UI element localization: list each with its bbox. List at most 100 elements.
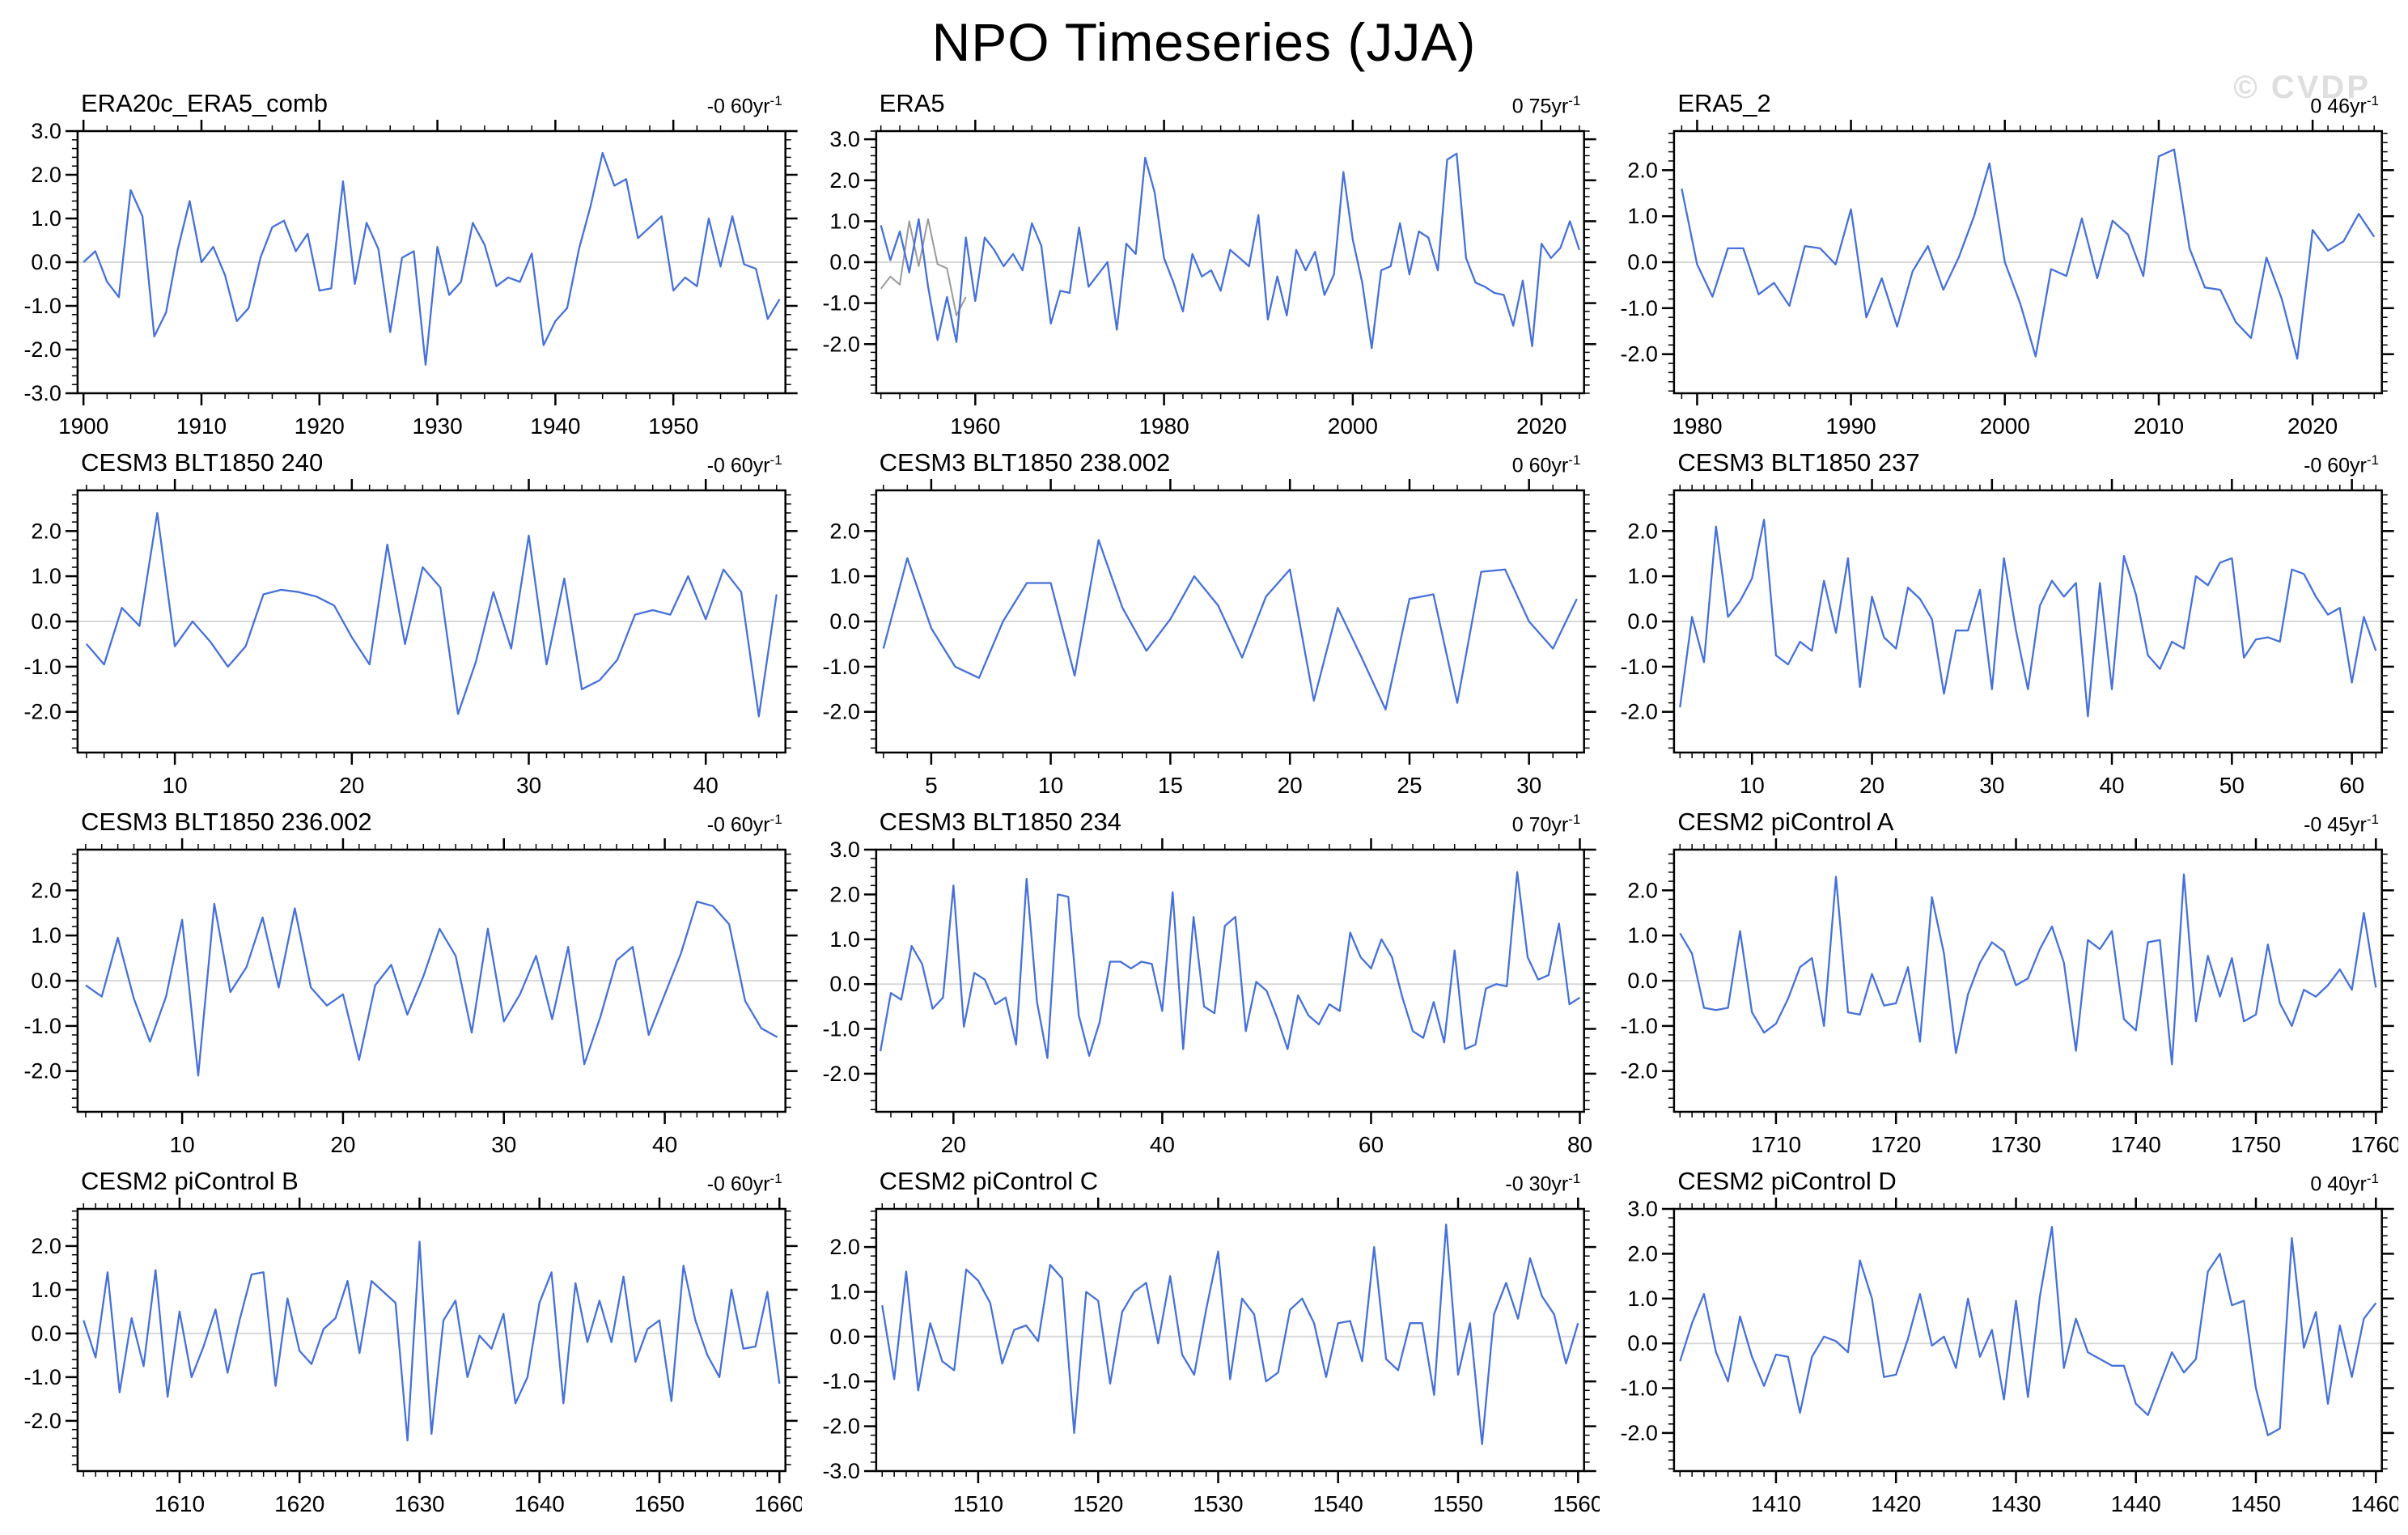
svg-text:1730: 1730 — [1991, 1132, 2041, 1157]
svg-text:1900: 1900 — [58, 413, 108, 439]
svg-text:-2.0: -2.0 — [822, 1414, 859, 1439]
panel-era5: ERA5 0 75yr-1 3.0 2.0 1.0 0.0 -1.0 -2.0 1960 19… — [808, 86, 1600, 443]
trend-annotation: 0 75yr-1 — [1511, 92, 1581, 117]
svg-text:3.0: 3.0 — [829, 838, 859, 862]
svg-text:1750: 1750 — [2231, 1132, 2281, 1157]
panel-cesm3-blt1850-234: CESM3 BLT1850 234 0 70yr-1 3.0 2.0 1.0 0.0 -… — [808, 804, 1600, 1162]
trend-annotation: 0 70yr-1 — [1511, 811, 1581, 836]
timeseries-plot: 2.0 1.0 0.0 -1.0 -2.0 1980 1990 2000 2010 2020 — [1621, 120, 2395, 439]
svg-text:-2.0: -2.0 — [1621, 342, 1658, 367]
panel-cesm2-picontrol-b: CESM2 piControl B -0 60yr-1 2.0 1.0 0.0 -1.… — [10, 1164, 801, 1521]
panel-title: CESM3 BLT1850 237 — [1677, 448, 1920, 477]
svg-text:0.0: 0.0 — [31, 969, 61, 993]
trend-annotation: -0 60yr-1 — [706, 811, 782, 836]
svg-text:40: 40 — [1150, 1132, 1175, 1157]
svg-text:1.0: 1.0 — [1628, 204, 1658, 228]
svg-text:1.0: 1.0 — [1628, 1287, 1658, 1311]
panel-era20c-era5-comb: ERA20c_ERA5_comb -0 60yr-1 3.0 2.0 1.0 0.0 -… — [10, 86, 802, 443]
svg-text:-2.0: -2.0 — [822, 1062, 859, 1086]
svg-text:1620: 1620 — [274, 1491, 324, 1516]
svg-text:-1.0: -1.0 — [822, 291, 859, 316]
panel-title: ERA5 — [879, 89, 945, 117]
timeseries-plot: 3.0 2.0 1.0 0.0 -1.0 -2.0 -3.0 1900 1910 1920 1930… — [23, 120, 798, 439]
svg-text:1.0: 1.0 — [829, 1279, 859, 1304]
svg-text:1910: 1910 — [176, 413, 227, 439]
svg-text:1450: 1450 — [2231, 1491, 2281, 1516]
timeseries-plot: 2.0 1.0 0.0 -1.0 -2.0 10 20 30 40 — [23, 479, 798, 798]
trend-annotation: -0 60yr-1 — [706, 1170, 782, 1195]
svg-text:-1.0: -1.0 — [1621, 655, 1658, 679]
svg-text:-3.0: -3.0 — [822, 1459, 859, 1483]
svg-text:1760: 1760 — [2351, 1132, 2398, 1157]
svg-text:40: 40 — [2100, 773, 2125, 798]
svg-text:10: 10 — [1740, 773, 1765, 798]
svg-text:-2.0: -2.0 — [822, 332, 859, 356]
panel-title: ERA20c_ERA5_comb — [81, 89, 328, 117]
timeseries-plot: 2.0 1.0 0.0 -1.0 -2.0 10 20 30 40 50 60 — [1621, 479, 2395, 798]
svg-text:20: 20 — [330, 1132, 355, 1157]
svg-text:-1.0: -1.0 — [1621, 1376, 1658, 1400]
timeseries-plot: 2.0 1.0 0.0 -1.0 -2.0 1710 1720 1730 1740 1750 176… — [1621, 838, 2398, 1157]
trend-annotation: 0 46yr-1 — [2310, 92, 2379, 117]
svg-text:-3.0: -3.0 — [23, 381, 61, 405]
page-title: NPO Timeseries (JJA) — [931, 12, 1477, 72]
svg-text:1.0: 1.0 — [1628, 564, 1658, 588]
svg-text:0.0: 0.0 — [31, 609, 61, 634]
svg-text:40: 40 — [693, 773, 719, 798]
svg-text:2.0: 2.0 — [829, 1235, 859, 1259]
svg-text:1660: 1660 — [754, 1491, 801, 1516]
svg-text:50: 50 — [2219, 773, 2245, 798]
svg-text:2.0: 2.0 — [1628, 158, 1658, 182]
svg-text:-2.0: -2.0 — [1621, 1059, 1658, 1083]
svg-text:0.0: 0.0 — [31, 1321, 61, 1346]
svg-text:-2.0: -2.0 — [1621, 700, 1658, 724]
svg-text:-1.0: -1.0 — [23, 655, 61, 679]
svg-text:-1.0: -1.0 — [23, 294, 61, 318]
svg-text:30: 30 — [491, 1132, 516, 1157]
svg-text:1940: 1940 — [530, 413, 580, 439]
svg-text:1530: 1530 — [1193, 1491, 1243, 1516]
panel-title: CESM3 BLT1850 236.002 — [81, 808, 372, 836]
cvdp-watermark: © CVDP — [2233, 70, 2371, 105]
svg-text:-1.0: -1.0 — [1621, 296, 1658, 320]
svg-text:3.0: 3.0 — [829, 127, 859, 151]
svg-text:80: 80 — [1567, 1132, 1592, 1157]
svg-text:1950: 1950 — [648, 413, 698, 439]
svg-text:0.0: 0.0 — [1628, 250, 1658, 274]
panel-cesm3-blt1850-236-002: CESM3 BLT1850 236.002 -0 60yr-1 2.0 1.0 0.… — [10, 804, 802, 1162]
panel-title: CESM3 BLT1850 234 — [879, 808, 1121, 836]
svg-text:1640: 1640 — [515, 1491, 565, 1516]
svg-text:60: 60 — [2339, 773, 2364, 798]
panel-title: CESM2 piControl A — [1677, 808, 1894, 836]
svg-text:2010: 2010 — [2134, 413, 2184, 439]
svg-text:-1.0: -1.0 — [822, 1016, 859, 1041]
panel-title: ERA5_2 — [1677, 89, 1771, 117]
panel-title: CESM2 piControl D — [1677, 1167, 1897, 1195]
svg-text:15: 15 — [1157, 773, 1182, 798]
panel-cesm2-picontrol-a: CESM2 piControl A -0 45yr-1 2.0 1.0 0.0 -1.… — [1606, 804, 2398, 1162]
svg-text:1540: 1540 — [1312, 1491, 1363, 1516]
svg-text:2.0: 2.0 — [829, 168, 859, 193]
svg-text:-1.0: -1.0 — [822, 1369, 859, 1393]
svg-text:0.0: 0.0 — [1628, 609, 1658, 634]
svg-text:1560: 1560 — [1553, 1491, 1600, 1516]
svg-text:20: 20 — [1859, 773, 1884, 798]
svg-text:10: 10 — [1038, 773, 1063, 798]
svg-text:-2.0: -2.0 — [822, 700, 859, 724]
svg-text:1460: 1460 — [2351, 1491, 2398, 1516]
trend-annotation: -0 60yr-1 — [2304, 452, 2379, 477]
svg-text:-1.0: -1.0 — [23, 1365, 61, 1389]
svg-text:20: 20 — [1277, 773, 1302, 798]
panel-cesm2-picontrol-c: CESM2 piControl C -0 30yr-1 2.0 1.0 0.0 -1.… — [808, 1164, 1600, 1521]
timeseries-plot: 2.0 1.0 0.0 -1.0 -2.0 -3.0 1510 1520 1530 1540 155… — [822, 1198, 1600, 1516]
svg-text:1920: 1920 — [295, 413, 345, 439]
trend-annotation: 0 60yr-1 — [1511, 452, 1581, 477]
svg-text:1.0: 1.0 — [1628, 923, 1658, 948]
svg-text:2.0: 2.0 — [1628, 519, 1658, 543]
svg-text:1430: 1430 — [1991, 1491, 2041, 1516]
svg-text:1980: 1980 — [1672, 413, 1723, 439]
trend-annotation: -0 60yr-1 — [706, 452, 782, 477]
trend-annotation: -0 30yr-1 — [1505, 1170, 1581, 1195]
svg-text:0.0: 0.0 — [1628, 969, 1658, 993]
svg-text:1.0: 1.0 — [829, 564, 859, 588]
